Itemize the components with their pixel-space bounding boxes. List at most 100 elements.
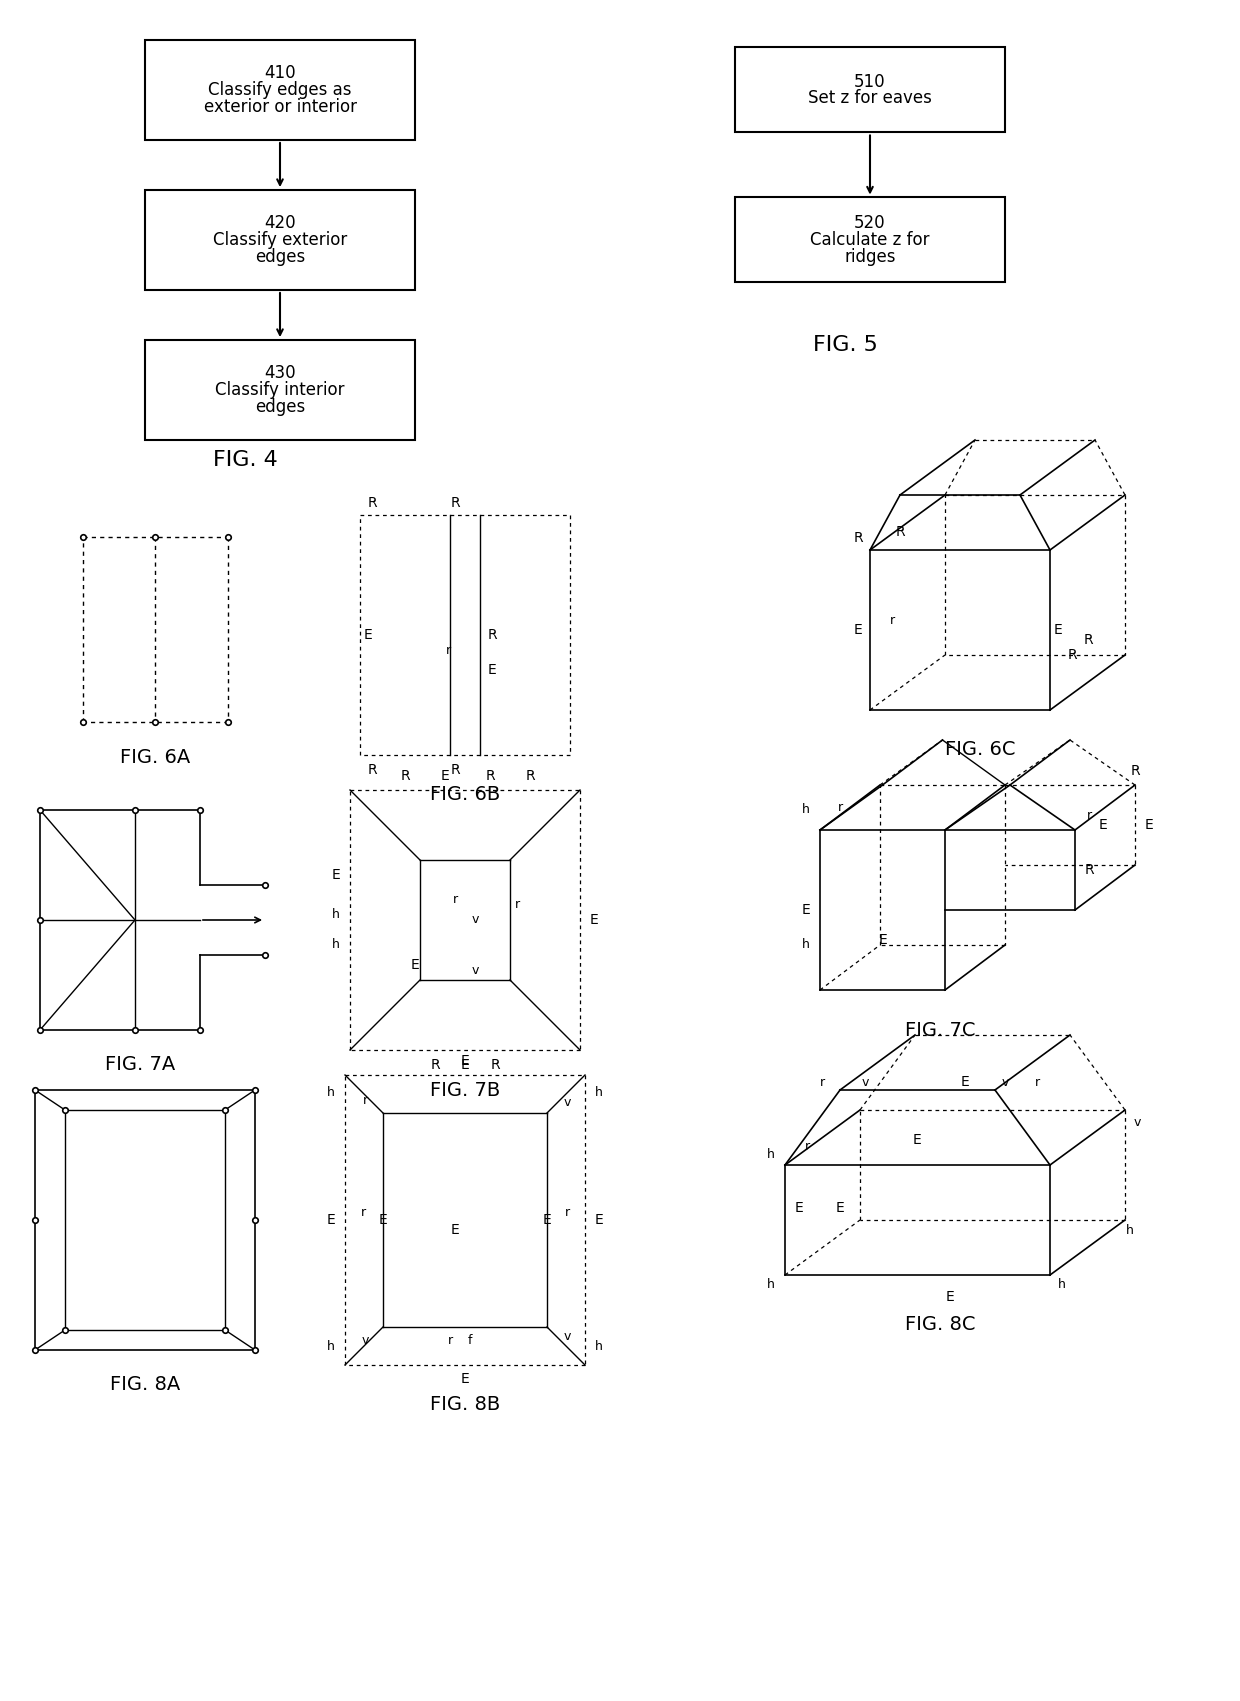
Text: 430: 430 [264, 364, 296, 383]
Text: E: E [460, 1373, 470, 1386]
Bar [145, 340, 415, 441]
Text: R: R [1130, 764, 1140, 777]
Text: FIG. 7A: FIG. 7A [105, 1056, 175, 1075]
Text: r: r [1034, 1075, 1039, 1089]
Text: r: r [361, 1206, 366, 1218]
Text: 520: 520 [854, 214, 885, 233]
Text: R: R [450, 497, 460, 510]
Text: h: h [327, 1087, 335, 1099]
Bar [145, 191, 415, 289]
Text: Classify edges as: Classify edges as [208, 82, 352, 99]
Text: E: E [853, 623, 862, 636]
Text: r: r [362, 1094, 367, 1106]
Text: R: R [526, 769, 534, 782]
Text: E: E [331, 868, 340, 883]
Text: R: R [430, 1058, 440, 1072]
Text: E: E [543, 1213, 552, 1226]
Text: Calculate z for: Calculate z for [810, 231, 930, 248]
Text: r: r [1086, 810, 1091, 823]
Text: r: r [805, 1140, 810, 1153]
Text: E: E [795, 1201, 804, 1215]
Text: R: R [450, 764, 460, 777]
Text: E: E [363, 628, 372, 641]
Text: r: r [515, 898, 520, 912]
Text: R: R [895, 526, 905, 539]
Text: h: h [768, 1279, 775, 1291]
Text: E: E [878, 934, 887, 947]
Text: h: h [332, 908, 340, 922]
Text: R: R [1084, 862, 1094, 878]
Text: r: r [820, 1075, 825, 1089]
Text: v: v [471, 963, 479, 976]
Text: v: v [361, 1334, 368, 1347]
Text: R: R [401, 769, 409, 782]
Text: E: E [1099, 818, 1107, 832]
Text: R: R [485, 769, 495, 782]
Bar [735, 48, 1004, 133]
Text: r: r [889, 614, 894, 626]
Text: R: R [490, 1058, 500, 1072]
Text: Classify interior: Classify interior [216, 381, 345, 400]
Text: h: h [802, 803, 810, 816]
Text: h: h [595, 1087, 603, 1099]
Text: E: E [1145, 818, 1153, 832]
Text: v: v [1133, 1116, 1141, 1128]
Text: v: v [563, 1330, 570, 1344]
Text: Set z for eaves: Set z for eaves [808, 90, 932, 107]
Text: E: E [326, 1213, 335, 1226]
Text: E: E [801, 903, 811, 917]
Text: 510: 510 [854, 73, 885, 90]
Text: Classify exterior: Classify exterior [213, 231, 347, 248]
Text: edges: edges [255, 398, 305, 415]
Text: exterior or interior: exterior or interior [203, 97, 357, 116]
Text: f: f [467, 1334, 472, 1347]
Text: FIG. 8C: FIG. 8C [905, 1315, 975, 1335]
Text: 420: 420 [264, 214, 296, 233]
Text: FIG. 6A: FIG. 6A [120, 748, 190, 767]
Text: R: R [367, 764, 377, 777]
Text: FIG. 7B: FIG. 7B [430, 1080, 500, 1099]
Text: 410: 410 [264, 65, 296, 82]
Text: ridges: ridges [844, 248, 895, 265]
Text: R: R [1068, 648, 1076, 662]
Text: r: r [837, 801, 842, 815]
Text: E: E [913, 1133, 921, 1146]
Text: FIG. 5: FIG. 5 [812, 335, 878, 356]
Text: FIG. 6C: FIG. 6C [945, 740, 1016, 760]
Text: v: v [471, 913, 479, 927]
Text: h: h [1126, 1223, 1133, 1237]
Text: h: h [595, 1340, 603, 1354]
Text: r: r [564, 1206, 569, 1218]
Text: E: E [487, 663, 496, 677]
Text: R: R [367, 497, 377, 510]
Text: v: v [563, 1097, 570, 1109]
Text: FIG. 4: FIG. 4 [212, 451, 278, 469]
Text: E: E [460, 1058, 470, 1072]
Text: v: v [1002, 1075, 1008, 1089]
Text: R: R [853, 531, 863, 544]
Text: r: r [453, 893, 458, 907]
Text: R: R [1084, 633, 1092, 646]
Text: FIG. 6B: FIG. 6B [430, 786, 500, 805]
Text: E: E [410, 958, 419, 971]
Text: r: r [448, 1334, 453, 1347]
Bar [735, 197, 1004, 282]
Text: h: h [332, 939, 340, 951]
Bar [145, 41, 415, 139]
Text: E: E [590, 913, 599, 927]
Text: edges: edges [255, 248, 305, 265]
Text: E: E [946, 1289, 955, 1305]
Text: h: h [768, 1148, 775, 1162]
Text: v: v [862, 1075, 869, 1089]
Text: E: E [460, 1055, 470, 1068]
Text: h: h [327, 1340, 335, 1354]
Text: E: E [378, 1213, 387, 1226]
Text: E: E [1054, 623, 1063, 636]
Text: FIG. 8A: FIG. 8A [110, 1376, 180, 1395]
Text: E: E [450, 1223, 459, 1237]
Text: h: h [1058, 1279, 1066, 1291]
Text: FIG. 7C: FIG. 7C [905, 1021, 975, 1039]
Text: E: E [961, 1075, 970, 1089]
Text: h: h [802, 939, 810, 951]
Text: R: R [487, 628, 497, 641]
